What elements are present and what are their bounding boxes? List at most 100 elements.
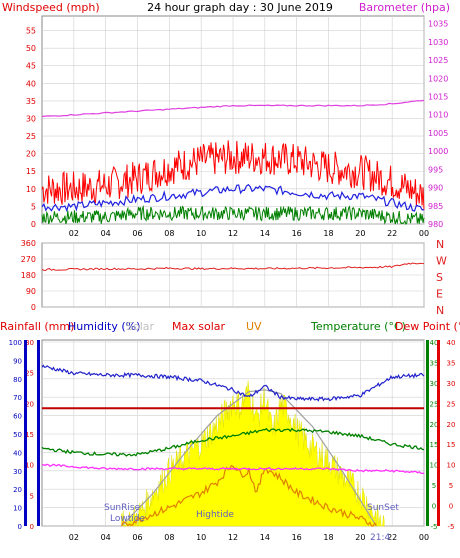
wind-series <box>41 99 425 225</box>
compass-label: E <box>436 288 443 301</box>
humidity-tick-label: 100 <box>9 339 22 347</box>
wind-tick-label: 55 <box>26 27 36 36</box>
direction-series <box>41 262 425 271</box>
rain-tick-label: 30 <box>25 339 34 347</box>
wind-tick-label: 45 <box>26 62 36 71</box>
wind-tick-label: 40 <box>26 79 36 88</box>
series-humidity <box>41 364 425 402</box>
graph-title: 24 hour graph day : 30 June 2019 <box>147 1 333 14</box>
wind-x-tick-label: 20 <box>355 229 365 238</box>
sunrise-label: SunRise <box>104 503 141 513</box>
legend-solar: Solar <box>126 320 155 333</box>
humidity-tick-label: 50 <box>13 431 22 439</box>
hightide-label: Hightide <box>196 510 234 520</box>
series-gust <box>41 140 425 210</box>
humidity-tick-label: 80 <box>13 376 22 384</box>
legend-max-solar: Max solar <box>172 320 225 333</box>
wind-x-tick-label: 04 <box>101 229 111 238</box>
dir-tick-label: 90 <box>26 287 36 296</box>
baro-tick-label: 1030 <box>428 38 448 47</box>
baro-tick-label: 1020 <box>428 74 448 83</box>
baro-tick-label: 1005 <box>428 129 448 138</box>
humidity-tick-label: 70 <box>13 394 22 402</box>
wind-tick-label: 25 <box>26 132 36 141</box>
baro-tick-label: 985 <box>428 202 443 211</box>
dir-tick-label: 0 <box>31 303 36 312</box>
legend-temperature: Temperature (°C) <box>310 320 406 333</box>
baro-tick-label: 995 <box>428 165 443 174</box>
dew-tick-label: 20 <box>447 421 456 429</box>
baro-tick-label: 990 <box>428 184 443 193</box>
rain-axis-bar <box>24 340 27 526</box>
temp-tick-label: 0 <box>432 503 436 511</box>
baro-axis-title: Barometer (hpa) <box>359 1 450 14</box>
dew-tick-label: 40 <box>447 339 456 347</box>
solar-x-tick-label: 12 <box>228 533 238 542</box>
humidity-axis-bar <box>37 340 40 526</box>
solar-x-tick-label: 22 <box>387 533 397 542</box>
baro-tick-label: 1015 <box>428 93 448 102</box>
sunset-label: SunSet <box>367 503 399 513</box>
legend-rainfall: Rainfall (mm) <box>0 320 74 333</box>
wind-tick-label: 35 <box>26 97 36 106</box>
compass-label: W <box>436 255 447 268</box>
wind-x-tick-label: 18 <box>323 229 333 238</box>
wind-tick-label: 0 <box>31 220 36 229</box>
wind-tick-label: 50 <box>26 44 36 53</box>
solar-x-tick-label: 10 <box>196 533 206 542</box>
series-dew <box>41 463 425 475</box>
series-max-solar <box>121 389 377 527</box>
temp-tick-label: 20 <box>430 421 439 429</box>
dew-tick-label: 25 <box>447 400 456 408</box>
temp-tick-label: 25 <box>430 400 439 408</box>
wind-axis-title: Windspeed (mph) <box>2 1 100 14</box>
solar-x-tick-label: 02 <box>69 533 79 542</box>
dew-tick-label: 35 <box>447 359 456 367</box>
wind-tick-label: 15 <box>26 167 36 176</box>
wind-x-tick-label: 10 <box>196 229 206 238</box>
dew-tick-label: 30 <box>447 380 456 388</box>
solar-x-tick-label: 18 <box>323 533 333 542</box>
baro-tick-label: 1010 <box>428 111 448 120</box>
dew-tick-label: -5 <box>448 523 455 531</box>
legend-uv: UV <box>246 320 262 333</box>
humidity-tick-label: 0 <box>18 523 22 531</box>
series-avg <box>41 183 425 213</box>
wind-x-tick-label: 12 <box>228 229 238 238</box>
humidity-tick-label: 10 <box>13 505 22 513</box>
wind-tick-label: 5 <box>31 202 36 211</box>
rain-tick-label: 25 <box>25 370 34 378</box>
compass-label: S <box>436 271 443 284</box>
dir-tick-label: 180 <box>21 271 36 280</box>
wind-x-tick-label: 22 <box>387 229 397 238</box>
baro-tick-label: 980 <box>428 220 443 229</box>
wind-tick-label: 10 <box>26 185 36 194</box>
direction-grid <box>42 242 425 308</box>
wind-x-tick-label: 06 <box>132 229 142 238</box>
series-temp <box>41 427 425 457</box>
solar-x-tick-label: 14 <box>260 533 270 542</box>
wind-x-tick-label: 08 <box>164 229 174 238</box>
wind-x-tick-label: 14 <box>260 229 270 238</box>
dew-tick-label: 0 <box>449 503 453 511</box>
lowtide-label: Lowtide <box>110 514 145 524</box>
wind-ticks: 0510152025303540455055980985990995100010… <box>26 20 449 238</box>
rain-tick-label: 20 <box>25 400 34 408</box>
sunset-time-label: 21:4 <box>370 533 390 543</box>
humidity-tick-label: 30 <box>13 468 22 476</box>
rain-tick-label: 10 <box>25 462 34 470</box>
wind-tick-label: 30 <box>26 114 36 123</box>
humidity-tick-label: 90 <box>13 357 22 365</box>
legend-humidity: Humidity (%) <box>68 320 140 333</box>
wind-panel: 0510152025303540455055980985990995100010… <box>26 15 449 238</box>
humidity-tick-label: 40 <box>13 449 22 457</box>
baro-tick-label: 1000 <box>428 147 448 156</box>
solar-series <box>41 364 425 527</box>
temp-tick-label: 5 <box>432 482 436 490</box>
temp-tick-label: -5 <box>431 523 438 531</box>
